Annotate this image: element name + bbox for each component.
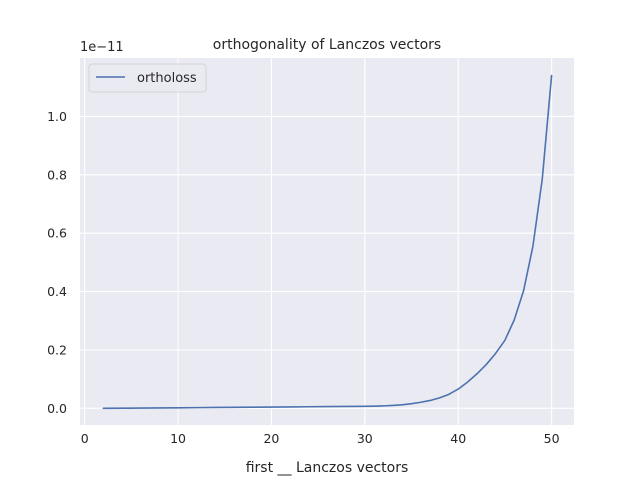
y-tick-label: 1.0 (47, 109, 67, 124)
x-tick-label: 20 (263, 431, 279, 446)
legend-box (88, 63, 207, 93)
plot-area (80, 58, 574, 425)
x-tick-label: 0 (81, 431, 89, 446)
tick-labels: 0 10 20 30 40 50 0.0 0.2 0.4 0.6 0.8 1.0 (47, 109, 559, 446)
x-axis-label: first __ Lanczos vectors (246, 460, 409, 476)
x-tick-label: 10 (170, 431, 186, 446)
x-tick-label: 30 (357, 431, 373, 446)
chart-title: orthogonality of Lanczos vectors (213, 37, 441, 53)
y-tick-label: 0.0 (47, 401, 67, 416)
y-offset-label: 1e−11 (80, 40, 124, 55)
y-tick-label: 0.8 (47, 167, 67, 182)
y-tick-label: 0.4 (47, 284, 67, 299)
x-tick-label: 40 (450, 431, 466, 446)
legend: ortholoss (88, 63, 207, 93)
y-tick-label: 0.2 (47, 342, 67, 357)
series-layer (102, 74, 553, 410)
legend-label-ortholoss: ortholoss (137, 71, 197, 86)
y-tick-label: 0.6 (47, 226, 67, 241)
series-line-ortholoss (102, 74, 553, 410)
x-tick-label: 50 (544, 431, 560, 446)
